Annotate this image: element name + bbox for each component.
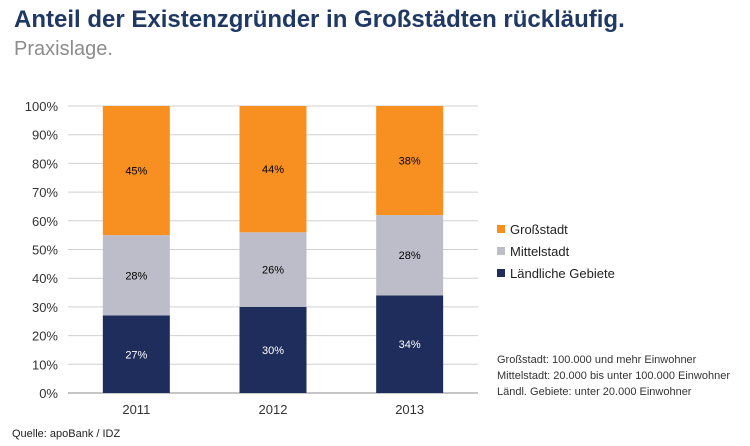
legend-swatch-grossstadt bbox=[497, 225, 505, 233]
bar-segment bbox=[239, 232, 307, 307]
bar-segment bbox=[239, 106, 307, 233]
legend-label-mittelstadt: Mittelstadt bbox=[510, 243, 570, 259]
x-tick-label: 2011 bbox=[122, 402, 150, 417]
y-tick-label: 100% bbox=[25, 99, 59, 114]
data-label: 26% bbox=[262, 265, 284, 277]
legend-item-mittelstadt: Mittelstadt bbox=[497, 240, 615, 262]
legend-item-laendliche-gebiete: Ländliche Gebiete bbox=[497, 262, 615, 284]
bar-segment bbox=[239, 306, 307, 393]
chart-subtitle: Praxislage. bbox=[14, 38, 113, 60]
note-mittelstadt: Mittelstadt: 20.000 bis unter 100.000 Ei… bbox=[497, 370, 730, 382]
data-label: 27% bbox=[125, 349, 147, 361]
bar-segment bbox=[102, 315, 170, 393]
y-tick-label: 0% bbox=[39, 386, 58, 401]
y-tick-label: 30% bbox=[32, 300, 58, 315]
source-note: Quelle: apoBank / IDZ bbox=[12, 428, 121, 440]
y-tick-label: 90% bbox=[32, 128, 58, 143]
y-tick-label: 10% bbox=[32, 357, 58, 372]
data-label: 34% bbox=[399, 339, 421, 351]
legend-swatch-laendliche-gebiete bbox=[497, 269, 505, 277]
y-tick-label: 20% bbox=[32, 329, 58, 344]
bar-segment bbox=[376, 215, 444, 296]
data-label: 30% bbox=[262, 345, 284, 357]
y-tick-label: 40% bbox=[32, 271, 58, 286]
x-tick-label: 2012 bbox=[259, 402, 288, 417]
note-grossstadt: Großstadt: 100.000 und mehr Einwohner bbox=[497, 354, 697, 366]
y-tick-label: 80% bbox=[32, 156, 58, 171]
legend-label-laendliche-gebiete: Ländliche Gebiete bbox=[510, 265, 615, 281]
y-tick-label: 60% bbox=[32, 214, 58, 229]
definitions-note: Großstadt: 100.000 und mehr Einwohner Mi… bbox=[497, 352, 730, 400]
legend-item-grossstadt: Großstadt bbox=[497, 218, 615, 240]
data-label: 38% bbox=[399, 156, 421, 168]
chart-title: Anteil der Existenzgründer in Großstädte… bbox=[14, 6, 625, 33]
y-tick-label: 50% bbox=[32, 243, 58, 258]
data-label: 28% bbox=[125, 270, 147, 282]
legend-swatch-mittelstadt bbox=[497, 247, 505, 255]
bar-segment bbox=[102, 235, 170, 316]
bar-segment bbox=[102, 106, 170, 236]
data-label: 28% bbox=[399, 250, 421, 262]
x-tick-label: 2013 bbox=[395, 402, 424, 417]
data-label: 45% bbox=[125, 166, 147, 178]
bar-segment bbox=[376, 295, 444, 393]
bar-segment bbox=[376, 106, 444, 216]
y-tick-label: 70% bbox=[32, 185, 58, 200]
legend: Großstadt Mittelstadt Ländliche Gebiete bbox=[497, 218, 615, 284]
note-laendliche-gebiete: Ländl. Gebiete: unter 20.000 Einwohner bbox=[497, 386, 692, 398]
legend-label-grossstadt: Großstadt bbox=[510, 221, 568, 237]
data-label: 44% bbox=[262, 164, 284, 176]
